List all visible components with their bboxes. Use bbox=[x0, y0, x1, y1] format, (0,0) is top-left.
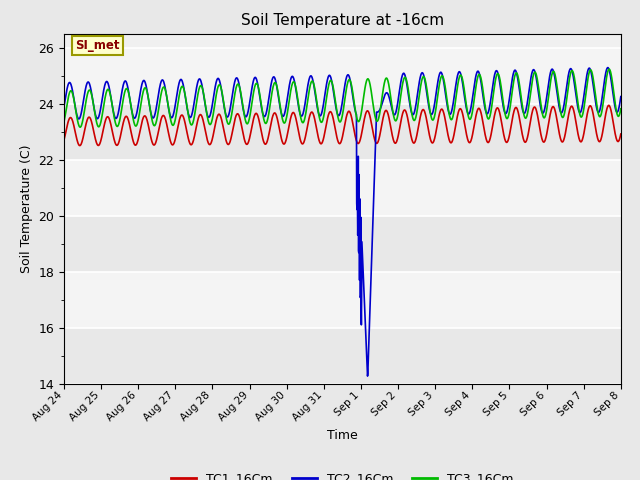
Line: TC3_16Cm: TC3_16Cm bbox=[64, 69, 621, 127]
Line: TC2_16Cm: TC2_16Cm bbox=[64, 68, 621, 376]
TC3_16Cm bbox=[60, 119, 68, 125]
TC2_16Cm bbox=[216, 77, 223, 83]
TC3_16Cm bbox=[605, 66, 613, 72]
TC1_16Cm bbox=[504, 137, 512, 143]
TC1_16Cm bbox=[216, 111, 223, 117]
Bar bbox=[64, 104, 621, 160]
TC3_16Cm bbox=[568, 68, 575, 73]
TC1_16Cm bbox=[76, 143, 84, 148]
Bar bbox=[64, 160, 621, 216]
TC2_16Cm bbox=[617, 94, 625, 99]
Y-axis label: Soil Temperature (C): Soil Temperature (C) bbox=[20, 144, 33, 273]
TC1_16Cm bbox=[605, 102, 612, 108]
TC3_16Cm bbox=[617, 106, 625, 112]
TC3_16Cm bbox=[76, 124, 84, 130]
TC1_16Cm bbox=[617, 131, 625, 137]
Title: Soil Temperature at -16cm: Soil Temperature at -16cm bbox=[241, 13, 444, 28]
TC1_16Cm bbox=[568, 103, 575, 109]
TC1_16Cm bbox=[371, 137, 379, 143]
TC2_16Cm bbox=[504, 103, 512, 108]
Legend: TC1_16Cm, TC2_16Cm, TC3_16Cm: TC1_16Cm, TC2_16Cm, TC3_16Cm bbox=[166, 467, 518, 480]
Bar bbox=[64, 272, 621, 328]
TC2_16Cm bbox=[584, 70, 591, 76]
TC2_16Cm bbox=[568, 67, 575, 73]
Bar bbox=[64, 328, 621, 384]
TC1_16Cm bbox=[359, 125, 367, 131]
Bar bbox=[64, 216, 621, 272]
TC2_16Cm bbox=[371, 163, 379, 168]
TC3_16Cm bbox=[359, 101, 367, 107]
TC1_16Cm bbox=[584, 111, 591, 117]
TC3_16Cm bbox=[584, 80, 591, 86]
TC3_16Cm bbox=[216, 82, 223, 88]
Line: TC1_16Cm: TC1_16Cm bbox=[64, 105, 621, 145]
Text: SI_met: SI_met bbox=[75, 39, 120, 52]
TC2_16Cm bbox=[358, 251, 366, 257]
TC2_16Cm bbox=[60, 104, 68, 109]
TC3_16Cm bbox=[371, 112, 379, 118]
X-axis label: Time: Time bbox=[327, 429, 358, 442]
TC2_16Cm bbox=[364, 373, 371, 379]
Bar bbox=[64, 48, 621, 104]
TC2_16Cm bbox=[604, 65, 612, 71]
TC1_16Cm bbox=[60, 137, 68, 143]
TC3_16Cm bbox=[504, 113, 512, 119]
